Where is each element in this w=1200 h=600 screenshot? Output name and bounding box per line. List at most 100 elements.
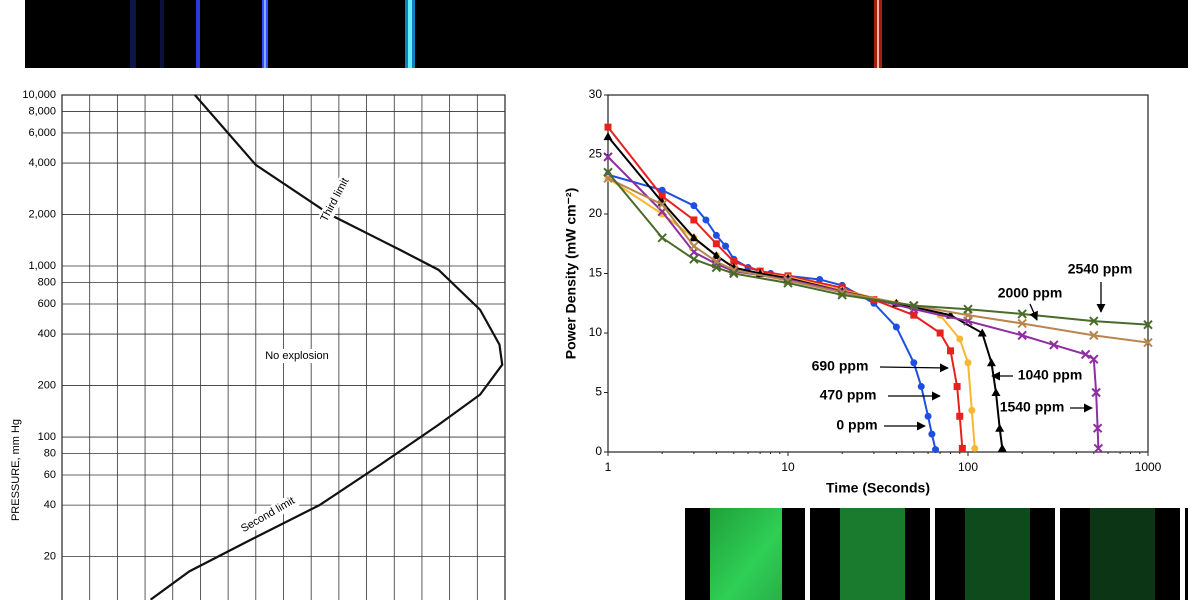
y-tick-label: 30: [589, 87, 603, 101]
y-tick-label: 25: [589, 147, 603, 161]
marker: [689, 254, 699, 264]
marker: [712, 240, 720, 248]
y-tick-label: 15: [589, 266, 603, 280]
annotation: No explosion: [265, 350, 329, 362]
marker: [964, 359, 972, 367]
marker: [1092, 423, 1103, 433]
series-label: 1040 ppm: [1018, 367, 1083, 383]
y-tick-label: 600: [38, 298, 56, 310]
marker: [936, 329, 944, 337]
series-label: 0 ppm: [836, 417, 877, 433]
marker: [995, 423, 1005, 432]
marker: [958, 444, 966, 452]
y-tick-label: 20: [589, 206, 603, 220]
marker: [947, 347, 955, 355]
marker: [702, 216, 710, 224]
annotation-bg: [311, 164, 359, 236]
y-tick-label: 10,000: [22, 89, 56, 101]
y-tick-label: 80: [44, 448, 56, 460]
y-tick-label: 6,000: [28, 127, 56, 139]
y-tick-label: 5: [595, 385, 602, 399]
annotation-bg: [233, 490, 303, 540]
marker: [997, 443, 1007, 452]
y-tick-label: 60: [44, 469, 56, 481]
series-label: 1540 ppm: [1000, 399, 1065, 415]
marker: [991, 388, 1001, 396]
series-label: 690 ppm: [812, 358, 869, 374]
marker: [690, 216, 698, 224]
marker: [1089, 316, 1099, 326]
marker: [603, 152, 613, 162]
marker: [924, 412, 932, 420]
marker: [971, 444, 979, 452]
y-tick-label: 4,000: [28, 157, 56, 169]
y-axis-label: Power Density (mW cm⁻²): [563, 188, 579, 360]
marker: [932, 446, 940, 454]
y-tick-label: 2,000: [28, 208, 56, 220]
data-line: [607, 173, 937, 450]
photo-strip: [685, 508, 1188, 600]
y-tick-label: 40: [44, 499, 56, 511]
marker: [1049, 340, 1059, 350]
marker: [968, 406, 976, 414]
marker: [956, 335, 964, 343]
marker: [1017, 309, 1027, 319]
annotation-bg: [261, 349, 333, 363]
x-tick-label: 100: [958, 460, 978, 474]
marker: [689, 241, 699, 251]
data-line: [149, 94, 504, 600]
marker: [910, 311, 918, 319]
y-tick-label: 8,000: [28, 105, 56, 117]
marker: [892, 323, 900, 331]
spectrum-strip: [25, 0, 1188, 68]
series-label: 2540 ppm: [1068, 261, 1133, 277]
marker: [963, 304, 973, 314]
marker: [1089, 354, 1099, 364]
marker: [1143, 337, 1153, 348]
y-tick-label: 800: [38, 277, 56, 289]
series-label: 470 ppm: [820, 387, 877, 403]
x-tick-label: 10: [781, 460, 795, 474]
marker: [603, 167, 613, 178]
marker: [603, 132, 613, 141]
marker: [816, 275, 824, 283]
marker: [711, 251, 721, 260]
marker: [1017, 330, 1027, 341]
marker: [657, 199, 667, 210]
marker: [953, 383, 961, 391]
marker: [1017, 318, 1027, 329]
y-tick-label: 200: [38, 379, 56, 391]
data-line: [607, 126, 964, 449]
marker: [1089, 330, 1099, 341]
y-axis-label: PRESSURE, mm Hg: [10, 419, 22, 521]
marker: [837, 290, 847, 300]
marker: [712, 231, 720, 239]
data-line: [607, 136, 1004, 449]
label-arrow: [1029, 303, 1038, 321]
x-tick-label: 1000: [1135, 460, 1162, 474]
marker: [722, 242, 730, 250]
marker: [689, 233, 699, 242]
marker: [986, 358, 996, 367]
series-label: 2000 ppm: [998, 285, 1063, 301]
y-tick-label: 20: [44, 551, 56, 563]
marker: [928, 430, 936, 438]
marker: [910, 359, 918, 367]
marker: [1093, 443, 1104, 454]
data-line: [607, 177, 976, 449]
y-tick-label: 400: [38, 328, 56, 340]
label-arrow: [879, 363, 949, 373]
marker: [729, 268, 739, 279]
data-line: [607, 177, 1149, 344]
marker: [657, 233, 667, 243]
marker: [604, 123, 612, 131]
marker: [956, 412, 964, 420]
marker: [977, 328, 987, 337]
y-tick-label: 1,000: [28, 260, 56, 272]
marker: [783, 278, 793, 288]
marker: [711, 262, 722, 273]
y-tick-label: 10: [589, 325, 603, 339]
x-tick-label: 1: [605, 460, 612, 474]
